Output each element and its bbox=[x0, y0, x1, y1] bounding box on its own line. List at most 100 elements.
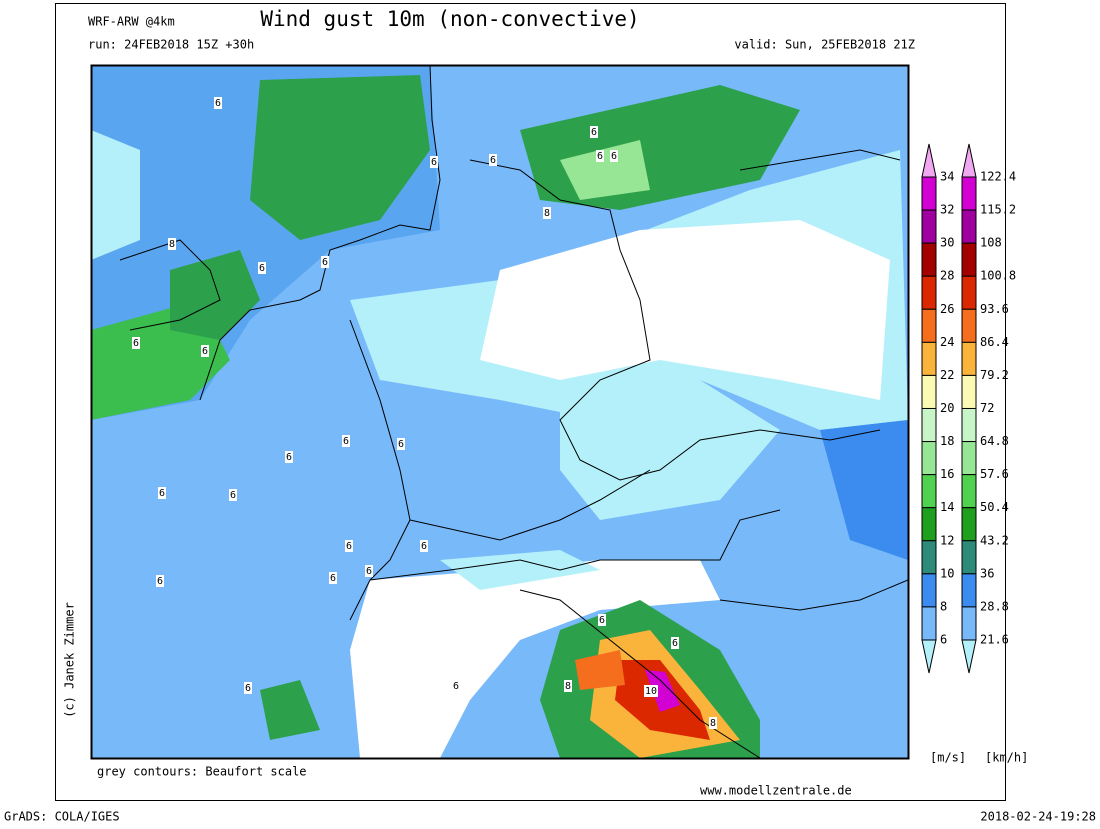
contour-label-box bbox=[543, 207, 551, 219]
colorbar-segment bbox=[921, 441, 937, 476]
colorbar-segment bbox=[921, 242, 937, 277]
colorbar-label: 36 bbox=[980, 566, 994, 580]
contour-label: 6 bbox=[398, 439, 404, 450]
contour-label-box bbox=[168, 238, 176, 250]
contour-label: 6 bbox=[490, 155, 496, 166]
colorbar-cap bbox=[921, 639, 937, 674]
contour-label: 6 bbox=[343, 436, 349, 447]
contour-label: 6 bbox=[286, 452, 292, 463]
website: www.modellzentrale.de bbox=[700, 784, 852, 798]
note: grey contours: Beaufort scale bbox=[97, 765, 307, 779]
contour-label: 8 bbox=[544, 208, 550, 219]
colorbar-segment bbox=[961, 176, 977, 211]
colorbar-label: 72 bbox=[980, 401, 994, 415]
colorbar-segment bbox=[961, 474, 977, 509]
colorbar-label: 34 bbox=[940, 170, 954, 184]
contour-label-box bbox=[158, 487, 166, 499]
colorbar-segment bbox=[921, 209, 937, 244]
contour-label-box bbox=[709, 717, 717, 729]
colorbar-segment bbox=[961, 374, 977, 409]
colorbar-label: 115.2 bbox=[980, 203, 1016, 217]
contour-label-box bbox=[564, 680, 572, 692]
contour-label: 6 bbox=[159, 488, 165, 499]
contour-label: 6 bbox=[366, 566, 372, 577]
colorbar-label: 100.8 bbox=[980, 269, 1016, 283]
contour-label: 8 bbox=[169, 239, 175, 250]
colorbar-segment bbox=[961, 209, 977, 244]
colorbar-label: 28 bbox=[940, 269, 954, 283]
colorbar-label: 14 bbox=[940, 500, 954, 514]
contour-label: 6 bbox=[133, 338, 139, 349]
contour-label: 10 bbox=[645, 686, 657, 697]
colorbar-label: 20 bbox=[940, 401, 954, 415]
contour-label-box bbox=[452, 680, 460, 692]
unit-kmh: [km/h] bbox=[985, 751, 1028, 765]
colorbar-segment bbox=[961, 507, 977, 542]
colorbar-label: 24 bbox=[940, 335, 954, 349]
contour-label: 6 bbox=[157, 576, 163, 587]
colorbar-segment bbox=[921, 341, 937, 376]
colorbar-label: 10 bbox=[940, 566, 954, 580]
colorbar-label: 122.4 bbox=[980, 170, 1016, 184]
contour-label: 6 bbox=[230, 490, 236, 501]
colorbar-segment bbox=[961, 573, 977, 608]
colorbar-segment bbox=[961, 407, 977, 443]
contour-label-box bbox=[132, 337, 140, 349]
colorbar-label: 86.4 bbox=[980, 335, 1009, 349]
contour-label: 6 bbox=[322, 257, 328, 268]
colorbar-label: 108 bbox=[980, 236, 1002, 250]
contour-label: 8 bbox=[710, 718, 716, 729]
contour-label-box bbox=[244, 682, 252, 694]
colorbar-segment bbox=[921, 374, 937, 409]
colorbar-segment bbox=[921, 176, 937, 211]
contour-label-box bbox=[610, 150, 618, 162]
contour-label: 6 bbox=[245, 683, 251, 694]
timestamp: 2018-02-24-19:28 bbox=[980, 810, 1096, 824]
contour-label-box bbox=[342, 435, 350, 447]
colorbar-label: 8 bbox=[940, 599, 947, 613]
colorbar-label: 30 bbox=[940, 236, 954, 250]
colorbar-label: 28.8 bbox=[980, 599, 1009, 613]
credit: (c) Janek Zimmer bbox=[63, 602, 77, 718]
colorbar-segment bbox=[961, 606, 977, 641]
contour-label-box bbox=[321, 256, 329, 268]
colorbar-label: 18 bbox=[940, 434, 954, 448]
contour-label-box bbox=[596, 150, 604, 162]
colorbar-label: 93.6 bbox=[980, 302, 1009, 316]
colorbar-label: 26 bbox=[940, 302, 954, 316]
contour-label: 6 bbox=[421, 541, 427, 552]
colorbar-label: 79.2 bbox=[980, 368, 1009, 382]
contour-label: 6 bbox=[202, 346, 208, 357]
map-frame bbox=[90, 64, 910, 760]
colorbar-segment bbox=[921, 308, 937, 343]
contour-label-box bbox=[489, 154, 497, 166]
colorbar-label: 21.6 bbox=[980, 632, 1009, 646]
colorbar-label: 12 bbox=[940, 533, 954, 547]
title: Wind gust 10m (non-convective) bbox=[260, 7, 639, 31]
contour-label: 6 bbox=[330, 573, 336, 584]
colorbar-segment bbox=[921, 606, 937, 641]
colorbar-cap bbox=[961, 639, 977, 674]
colorbar-segment bbox=[921, 540, 937, 575]
contour-label: 6 bbox=[453, 681, 459, 692]
contour-label-box bbox=[365, 565, 373, 577]
colorbar-segment bbox=[961, 242, 977, 277]
contour-label: 6 bbox=[611, 151, 617, 162]
contour-label-box bbox=[201, 345, 209, 357]
contour-label-box bbox=[671, 637, 679, 649]
colorbar-segment bbox=[921, 407, 937, 443]
unit-ms: [m/s] bbox=[930, 751, 966, 765]
contour-label-box bbox=[156, 575, 164, 587]
colorbar-segment bbox=[961, 441, 977, 476]
colorbar-label: 6 bbox=[940, 632, 947, 646]
colorbar-segment bbox=[921, 507, 937, 542]
contour-label-box bbox=[430, 156, 438, 168]
software: GrADS: COLA/IGES bbox=[4, 810, 120, 824]
contour-label: 6 bbox=[346, 541, 352, 552]
colorbar-segment bbox=[961, 275, 977, 310]
colorbar-segment bbox=[961, 308, 977, 343]
colorbar-label: 43.2 bbox=[980, 533, 1009, 547]
colorbar-segment bbox=[921, 275, 937, 310]
contour-label: 8 bbox=[565, 681, 571, 692]
contour-label-box bbox=[229, 489, 237, 501]
